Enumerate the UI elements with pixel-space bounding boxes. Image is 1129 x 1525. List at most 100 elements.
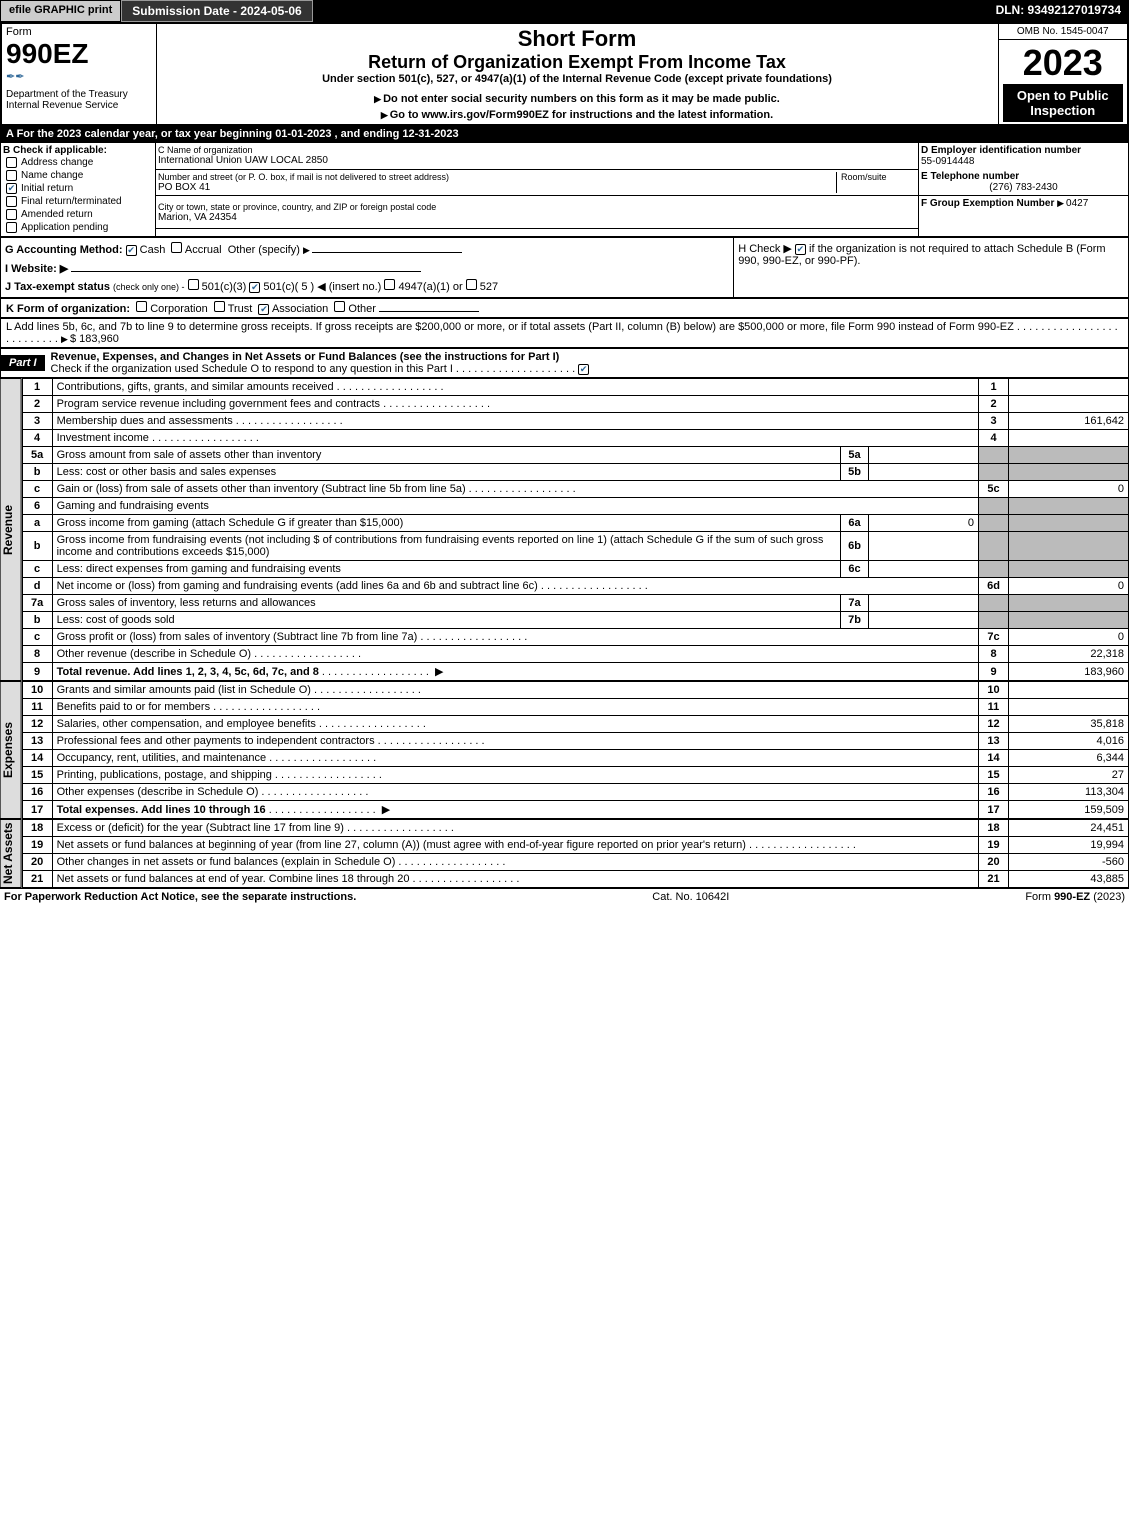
revenue-section-label: Revenue bbox=[0, 378, 22, 681]
table-row: 5aGross amount from sale of assets other… bbox=[22, 447, 1128, 464]
table-row: 1Contributions, gifts, grants, and simil… bbox=[22, 379, 1128, 396]
org-name: International Union UAW LOCAL 2850 bbox=[158, 155, 916, 166]
table-row: 20Other changes in net assets or fund ba… bbox=[22, 854, 1128, 871]
top-bar: efile GRAPHIC print Submission Date - 20… bbox=[0, 0, 1129, 22]
table-row: 17Total expenses. Add lines 10 through 1… bbox=[22, 801, 1128, 819]
line-h-note: if the organization is not required to a… bbox=[738, 243, 1105, 267]
cb-initial-return[interactable] bbox=[6, 183, 17, 194]
cb-amended[interactable] bbox=[6, 209, 17, 220]
cb-accrual[interactable] bbox=[171, 242, 182, 253]
table-row: 15Printing, publications, postage, and s… bbox=[22, 767, 1128, 784]
cb-other-org[interactable] bbox=[334, 301, 345, 312]
table-row: 2Program service revenue including gover… bbox=[22, 396, 1128, 413]
form-label: Form bbox=[6, 26, 152, 38]
line-a-tax-year: A For the 2023 calendar year, or tax yea… bbox=[0, 126, 1129, 142]
table-row: 19Net assets or fund balances at beginni… bbox=[22, 837, 1128, 854]
table-row: 9Total revenue. Add lines 1, 2, 3, 4, 5c… bbox=[22, 663, 1128, 681]
cb-schedule-o[interactable] bbox=[578, 364, 589, 375]
line-i-label: I Website: ▶ bbox=[5, 263, 68, 275]
cb-name-change[interactable] bbox=[6, 170, 17, 181]
irs-label: Internal Revenue Service bbox=[6, 100, 152, 111]
table-row: 4Investment income . . . . . . . . . . .… bbox=[22, 430, 1128, 447]
table-row: cGain or (loss) from sale of assets othe… bbox=[22, 481, 1128, 498]
table-row: 21Net assets or fund balances at end of … bbox=[22, 871, 1128, 888]
line-g-label: G Accounting Method: bbox=[5, 244, 123, 256]
dln-number: DLN: 93492127019734 bbox=[988, 0, 1129, 22]
cb-4947[interactable] bbox=[384, 279, 395, 290]
table-row: 12Salaries, other compensation, and empl… bbox=[22, 716, 1128, 733]
omb-number: OMB No. 1545-0047 bbox=[1003, 26, 1124, 37]
table-row: 10Grants and similar amounts paid (list … bbox=[22, 682, 1128, 699]
form-header: Form 990EZ ✒✒ Department of the Treasury… bbox=[0, 22, 1129, 126]
part-i-label: Part I bbox=[1, 355, 45, 371]
table-row: cLess: direct expenses from gaming and f… bbox=[22, 561, 1128, 578]
table-row: dNet income or (loss) from gaming and fu… bbox=[22, 578, 1128, 595]
box-e-label: E Telephone number bbox=[921, 171, 1126, 182]
efile-print-button[interactable]: efile GRAPHIC print bbox=[0, 0, 121, 22]
expenses-table: 10Grants and similar amounts paid (list … bbox=[22, 681, 1129, 819]
table-row: bLess: cost of goods sold7b bbox=[22, 612, 1128, 629]
box-d-label: D Employer identification number bbox=[921, 145, 1126, 156]
gross-receipts-value: $ 183,960 bbox=[70, 333, 119, 345]
room-suite-label: Room/suite bbox=[841, 172, 916, 182]
table-row: 11Benefits paid to or for members . . . … bbox=[22, 699, 1128, 716]
table-row: bLess: cost or other basis and sales exp… bbox=[22, 464, 1128, 481]
table-row: 18Excess or (deficit) for the year (Subt… bbox=[22, 820, 1128, 837]
table-row: aGross income from gaming (attach Schedu… bbox=[22, 515, 1128, 532]
net-assets-table: 18Excess or (deficit) for the year (Subt… bbox=[22, 819, 1129, 888]
line-j-label: J Tax-exempt status bbox=[5, 281, 110, 293]
table-row: 14Occupancy, rent, utilities, and mainte… bbox=[22, 750, 1128, 767]
cb-corp[interactable] bbox=[136, 301, 147, 312]
org-info-block: B Check if applicable: Address change Na… bbox=[0, 142, 1129, 237]
table-row: 7aGross sales of inventory, less returns… bbox=[22, 595, 1128, 612]
cb-501c3[interactable] bbox=[188, 279, 199, 290]
street-value: PO BOX 41 bbox=[158, 182, 836, 193]
box-b-label: B Check if applicable: bbox=[3, 145, 153, 156]
line-l: L Add lines 5b, 6c, and 7b to line 9 to … bbox=[0, 318, 1129, 348]
expenses-section-label: Expenses bbox=[0, 681, 22, 819]
tax-year: 2023 bbox=[1003, 42, 1124, 84]
cb-527[interactable] bbox=[466, 279, 477, 290]
part-i-check-note: Check if the organization used Schedule … bbox=[51, 363, 453, 375]
table-row: cGross profit or (loss) from sales of in… bbox=[22, 629, 1128, 646]
table-row: 16Other expenses (describe in Schedule O… bbox=[22, 784, 1128, 801]
line-h-label: H Check ▶ bbox=[738, 243, 792, 255]
submission-date: Submission Date - 2024-05-06 bbox=[121, 0, 312, 22]
section-501-note: Under section 501(c), 527, or 4947(a)(1)… bbox=[161, 73, 994, 85]
open-public-inspection: Open to Public Inspection bbox=[1003, 84, 1124, 122]
page-footer: For Paperwork Reduction Act Notice, see … bbox=[0, 888, 1129, 905]
ein-value: 55-0914448 bbox=[921, 156, 1126, 167]
box-f-label: F Group Exemption Number bbox=[921, 198, 1054, 209]
box-c-city-label: City or town, state or province, country… bbox=[158, 202, 916, 212]
group-exemption-value: 0427 bbox=[1066, 198, 1088, 209]
table-row: 13Professional fees and other payments t… bbox=[22, 733, 1128, 750]
cb-cash[interactable] bbox=[126, 245, 137, 256]
cb-assoc[interactable] bbox=[258, 304, 269, 315]
cb-schedule-b[interactable] bbox=[795, 244, 806, 255]
footer-mid: Cat. No. 10642I bbox=[652, 891, 729, 903]
netassets-section-label: Net Assets bbox=[0, 819, 22, 888]
line-k-label: K Form of organization: bbox=[6, 303, 130, 315]
footer-left: For Paperwork Reduction Act Notice, see … bbox=[4, 891, 356, 903]
cb-address-change[interactable] bbox=[6, 157, 17, 168]
box-c-street-label: Number and street (or P. O. box, if mail… bbox=[158, 172, 836, 182]
phone-value: (276) 783-2430 bbox=[921, 182, 1126, 193]
box-c-name-label: C Name of organization bbox=[158, 145, 916, 155]
cb-final-return[interactable] bbox=[6, 196, 17, 207]
footer-right: Form 990-EZ (2023) bbox=[1025, 891, 1125, 903]
city-value: Marion, VA 24354 bbox=[158, 212, 916, 223]
table-row: 8Other revenue (describe in Schedule O) … bbox=[22, 646, 1128, 663]
ssn-warning: Do not enter social security numbers on … bbox=[383, 93, 780, 105]
short-form-title: Short Form bbox=[161, 26, 994, 52]
part-i-title: Revenue, Expenses, and Changes in Net As… bbox=[51, 351, 560, 363]
cb-pending[interactable] bbox=[6, 222, 17, 233]
revenue-table: 1Contributions, gifts, grants, and simil… bbox=[22, 378, 1129, 681]
cb-trust[interactable] bbox=[214, 301, 225, 312]
dept-treasury: Department of the Treasury bbox=[6, 89, 152, 100]
table-row: bGross income from fundraising events (n… bbox=[22, 532, 1128, 561]
goto-link[interactable]: Go to www.irs.gov/Form990EZ for instruct… bbox=[390, 109, 773, 121]
table-row: 3Membership dues and assessments . . . .… bbox=[22, 413, 1128, 430]
form-number: 990EZ bbox=[6, 38, 152, 70]
return-title: Return of Organization Exempt From Incom… bbox=[161, 52, 994, 73]
cb-501c[interactable] bbox=[249, 282, 260, 293]
